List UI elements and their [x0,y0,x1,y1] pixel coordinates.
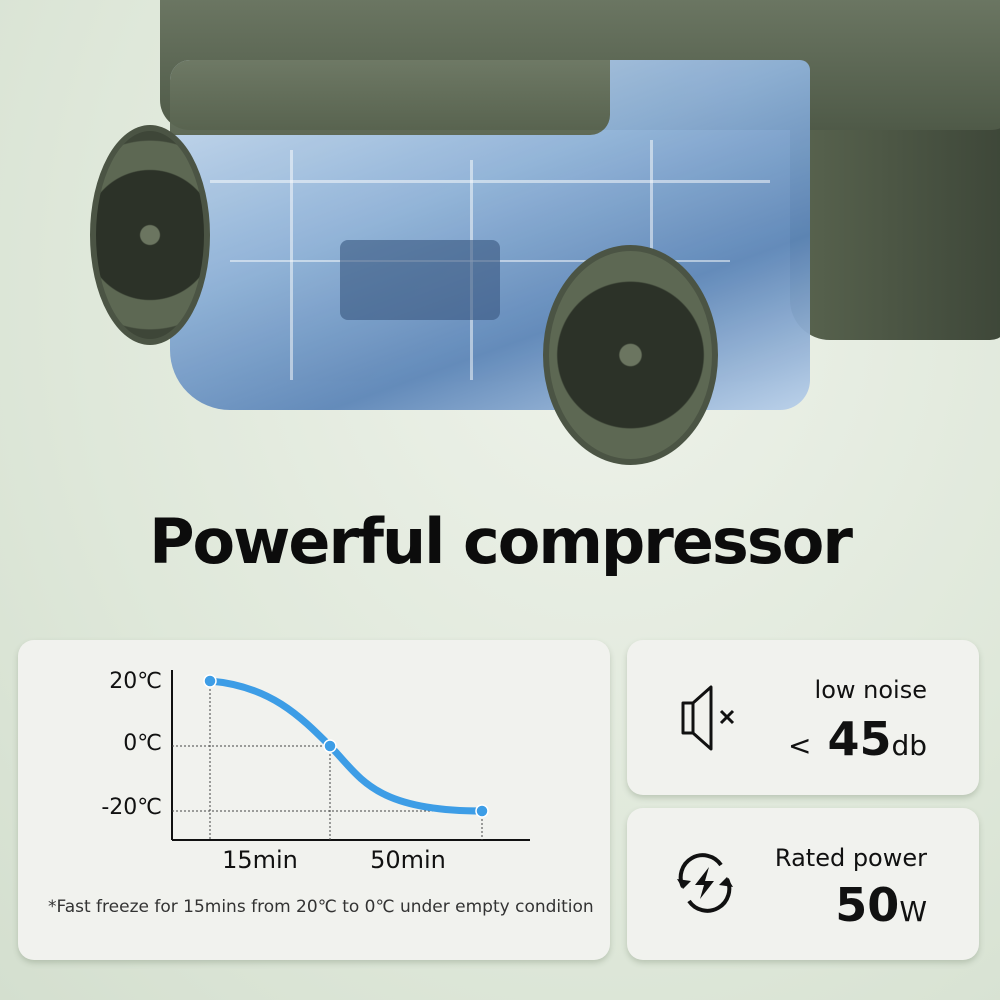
footnote: *Fast freeze for 15mins from 20℃ to 0℃ u… [48,897,594,917]
segment-label: 15min [222,846,298,874]
power-cycle-icon [677,853,733,913]
y-tick-label: -20℃ [101,795,162,820]
value-unit: W [899,895,927,928]
value-unit: db [891,729,927,762]
chart-card [18,640,610,960]
value-number: 50 [835,878,900,932]
feature-label: Rated power [774,844,927,872]
feature-label: low noise [814,676,927,704]
speaker-mute-icon [681,685,735,751]
feature-value: < 45db [788,712,927,766]
value-prefix: < [787,729,812,762]
segment-label: 50min [370,846,446,874]
temperature-curve [206,677,486,815]
y-tick-label: 20℃ [109,669,162,694]
data-point [203,674,217,688]
feature-card-power: Rated power 50W [627,808,979,960]
data-point [323,739,337,753]
feature-value: 50W [835,878,927,932]
front-wheel [543,245,718,465]
headline: Powerful compressor [149,505,853,578]
value-number: 45 [827,712,892,766]
feature-card-noise: low noise < 45db [627,640,979,795]
data-point [475,804,489,818]
rear-wheel [90,125,210,345]
y-tick-label: 0℃ [123,731,162,756]
